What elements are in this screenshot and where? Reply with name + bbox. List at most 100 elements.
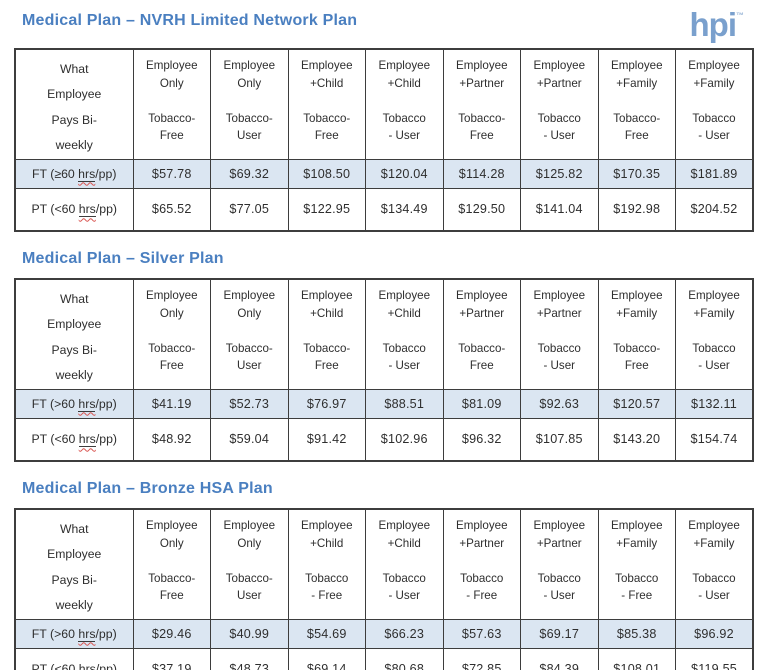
rate-cell: $48.92: [132, 417, 211, 462]
ft-row-label: FT (>60 hrs/pp): [14, 388, 134, 419]
rate-cell: $132.11: [675, 388, 754, 419]
rate-cell: $81.09: [442, 388, 521, 419]
rate-cell: $107.85: [520, 417, 599, 462]
header-cell: Employee +Partner Tobacco - Free: [442, 508, 521, 620]
page-header: Medical Plan – NVRH Limited Network Plan…: [0, 0, 768, 48]
rate-cell: $29.46: [132, 618, 211, 649]
ft-rate-row: FT (>60 hrs/pp) $29.46 $40.99 $54.69 $66…: [14, 618, 754, 649]
rate-cell: $84.39: [520, 647, 599, 670]
rate-cell: $77.05: [210, 187, 289, 232]
pt-rate-row: PT (<60 hrs/pp) $37.19 $48.73 $69.14 $80…: [14, 647, 754, 670]
rate-cell: $141.04: [520, 187, 599, 232]
spellcheck-squiggle: hrs: [78, 396, 96, 412]
rate-cell: $120.04: [365, 158, 444, 189]
rate-cell: $96.32: [442, 417, 521, 462]
rate-cell: $72.85: [442, 647, 521, 670]
ft-row-label: FT (>60 hrs/pp): [14, 618, 134, 649]
rate-cell: $119.55: [675, 647, 754, 670]
rate-cell: $65.52: [132, 187, 211, 232]
header-cell: Employee +Child Tobacco - User: [365, 48, 444, 160]
header-cell: Employee +Partner Tobacco- Free: [442, 278, 521, 390]
nvrh-plan-table: What Employee Pays Bi- weekly Employee O…: [14, 48, 754, 232]
rate-cell: $40.99: [210, 618, 289, 649]
header-cell: Employee +Partner Tobacco - User: [520, 508, 599, 620]
header-cell: Employee +Child Tobacco- Free: [287, 278, 366, 390]
pt-row-label: PT (<60 hrs/pp): [14, 647, 134, 670]
header-cell: Employee Only Tobacco- User: [210, 508, 289, 620]
rate-cell: $122.95: [287, 187, 366, 232]
header-cell: Employee +Partner Tobacco- Free: [442, 48, 521, 160]
rate-cell: $69.32: [210, 158, 289, 189]
rate-cell: $37.19: [132, 647, 211, 670]
rate-cell: $192.98: [597, 187, 676, 232]
header-cell: Employee +Family Tobacco - User: [675, 278, 754, 390]
bronze-hsa-plan-table: What Employee Pays Bi- weekly Employee O…: [14, 508, 754, 670]
header-cell: Employee +Family Tobacco - User: [675, 48, 754, 160]
rate-cell: $69.14: [287, 647, 366, 670]
rate-cell: $120.57: [597, 388, 676, 419]
header-cell: Employee +Child Tobacco- Free: [287, 48, 366, 160]
ft-rate-row: FT (>60 hrs/pp) $41.19 $52.73 $76.97 $88…: [14, 388, 754, 419]
pt-row-label: PT (<60 hrs/pp): [14, 187, 134, 232]
rate-cell: $181.89: [675, 158, 754, 189]
rate-cell: $204.52: [675, 187, 754, 232]
pt-rate-row: PT (<60 hrs/pp) $65.52 $77.05 $122.95 $1…: [14, 187, 754, 232]
spellcheck-squiggle: hrs: [78, 432, 96, 448]
ft-rate-row: FT (≥60 hrs/pp) $57.78 $69.32 $108.50 $1…: [14, 158, 754, 189]
header-row: What Employee Pays Bi- weekly Employee O…: [14, 48, 754, 160]
header-cell: Employee Only Tobacco- Free: [132, 48, 211, 160]
plan-title-bronze: Medical Plan – Bronze HSA Plan: [22, 480, 273, 497]
rate-cell: $96.92: [675, 618, 754, 649]
header-row: What Employee Pays Bi- weekly Employee O…: [14, 508, 754, 620]
header-cell: Employee +Family Tobacco - User: [675, 508, 754, 620]
header-cell: Employee Only Tobacco- Free: [132, 278, 211, 390]
rate-cell: $54.69: [287, 618, 366, 649]
rate-cell: $66.23: [365, 618, 444, 649]
rate-cell: $76.97: [287, 388, 366, 419]
rate-cell: $129.50: [442, 187, 521, 232]
silver-plan-table: What Employee Pays Bi- weekly Employee O…: [14, 278, 754, 462]
spellcheck-squiggle: hrs: [78, 626, 96, 642]
rate-cell: $57.63: [442, 618, 521, 649]
header-cell: Employee +Child Tobacco - User: [365, 508, 444, 620]
header-cell: Employee Only Tobacco- Free: [132, 508, 211, 620]
rate-cell: $143.20: [597, 417, 676, 462]
rate-cell: $69.17: [520, 618, 599, 649]
plan-title-silver: Medical Plan – Silver Plan: [22, 250, 224, 267]
rate-cell: $52.73: [210, 388, 289, 419]
rate-cell: $41.19: [132, 388, 211, 419]
corner-cell: What Employee Pays Bi- weekly: [14, 508, 134, 620]
plan-title-nvrh: Medical Plan – NVRH Limited Network Plan: [22, 12, 358, 29]
header-cell: Employee Only Tobacco- User: [210, 278, 289, 390]
rate-cell: $108.50: [287, 158, 366, 189]
rate-cell: $57.78: [132, 158, 211, 189]
header-cell: Employee +Child Tobacco - Free: [287, 508, 366, 620]
hpi-logo: hpi™: [690, 8, 744, 41]
rate-cell: $59.04: [210, 417, 289, 462]
rate-cell: $108.01: [597, 647, 676, 670]
header-cell: Employee +Partner Tobacco - User: [520, 278, 599, 390]
rate-cell: $80.68: [365, 647, 444, 670]
header-cell: Employee +Partner Tobacco - User: [520, 48, 599, 160]
header-cell: Employee +Family Tobacco- Free: [597, 48, 676, 160]
rate-cell: $92.63: [520, 388, 599, 419]
ft-row-label: FT (≥60 hrs/pp): [14, 158, 134, 189]
hpi-logo-text: hpi: [689, 6, 737, 43]
rate-cell: $114.28: [442, 158, 521, 189]
header-cell: Employee +Child Tobacco - User: [365, 278, 444, 390]
spellcheck-squiggle: hrs: [78, 202, 96, 218]
pt-row-label: PT (<60 hrs/pp): [14, 417, 134, 462]
corner-cell: What Employee Pays Bi- weekly: [14, 278, 134, 390]
rate-cell: $154.74: [675, 417, 754, 462]
pt-rate-row: PT (<60 hrs/pp) $48.92 $59.04 $91.42 $10…: [14, 417, 754, 462]
header-row: What Employee Pays Bi- weekly Employee O…: [14, 278, 754, 390]
rate-cell: $170.35: [597, 158, 676, 189]
header-cell: Employee Only Tobacco- User: [210, 48, 289, 160]
spellcheck-squiggle: hrs: [78, 662, 96, 670]
header-cell: Employee +Family Tobacco - Free: [597, 508, 676, 620]
rate-cell: $85.38: [597, 618, 676, 649]
rate-cell: $88.51: [365, 388, 444, 419]
trademark-symbol: ™: [736, 11, 744, 20]
header-cell: Employee +Family Tobacco- Free: [597, 278, 676, 390]
spellcheck-squiggle: hrs: [78, 166, 96, 182]
